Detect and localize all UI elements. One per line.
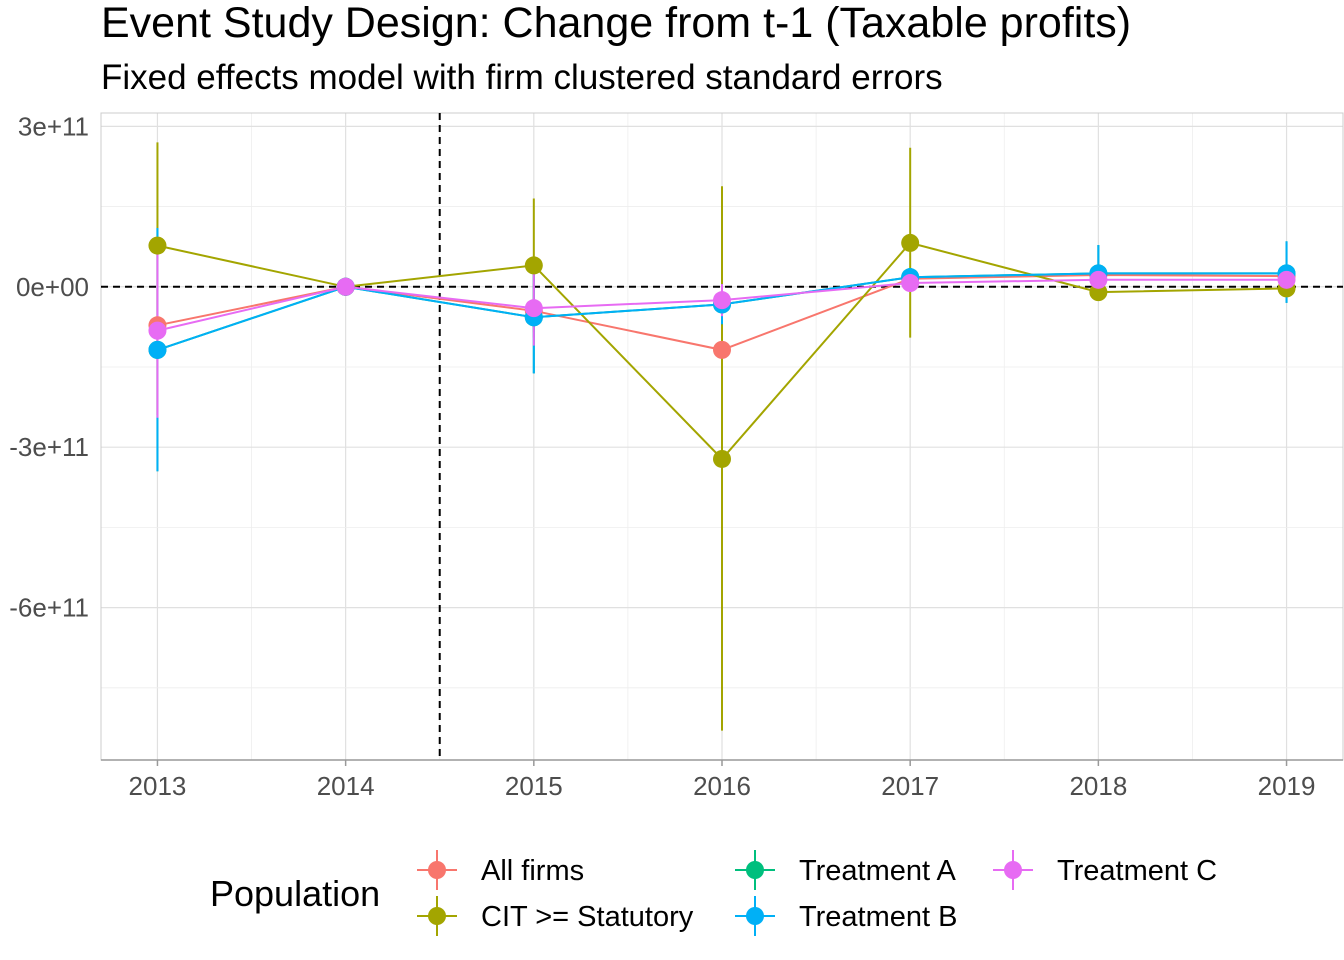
data-point-all-firms (713, 340, 731, 359)
data-point-cit-statutory (148, 236, 167, 255)
legend-key (993, 850, 1033, 890)
y-tick-label: 3e+11 (18, 111, 89, 141)
legend-key-point (746, 861, 764, 879)
y-tick-label: -6e+11 (9, 593, 89, 623)
series-points (148, 233, 1296, 468)
x-tick-label: 2015 (505, 771, 563, 801)
axes: 2013 2014 2015 2016 2017 2018 2019 3e+11 0e+00 -3… (9, 111, 1343, 801)
legend-label: Treatment C (1057, 855, 1217, 887)
x-tick-label: 2018 (1069, 771, 1127, 801)
legend-label: All firms (481, 855, 584, 887)
data-point-treatment-c (1089, 270, 1108, 289)
legend-key (735, 850, 775, 890)
legend-title: Population (210, 873, 380, 914)
legend-key (417, 896, 457, 936)
data-point-treatment-c (713, 291, 731, 310)
legend-label: Treatment B (799, 901, 957, 933)
legend-key (735, 896, 775, 936)
chart-title: Event Study Design: Change from t-1 (Tax… (101, 0, 1132, 47)
legend-key-point (428, 907, 446, 925)
data-point-cit-statutory (713, 449, 731, 468)
legend-key-point (746, 907, 764, 925)
legend-label: Treatment A (799, 855, 957, 887)
chart-subtitle: Fixed effects model with firm clustered … (101, 58, 943, 97)
y-tick-label: -3e+11 (9, 432, 89, 462)
legend-key (417, 850, 457, 890)
x-tick-label: 2013 (129, 771, 187, 801)
y-tick-label: 0e+00 (16, 272, 89, 302)
data-point-treatment-c (148, 321, 167, 340)
x-tick-label: 2016 (693, 771, 751, 801)
legend: Population All firms CIT >= Statutory Treat… (210, 850, 1217, 936)
data-point-treatment-b (148, 340, 167, 359)
data-point-cit-statutory (524, 256, 543, 275)
data-point-treatment-c (1277, 270, 1296, 289)
data-point-cit-statutory (1089, 283, 1108, 302)
confidence-intervals (156, 142, 1288, 731)
x-tick-label: 2014 (317, 771, 375, 801)
reference-lines (101, 113, 1343, 760)
data-point-treatment-c (901, 274, 920, 293)
data-point-cit-statutory (901, 233, 920, 252)
data-point-treatment-c (524, 299, 543, 318)
x-tick-label: 2019 (1258, 771, 1316, 801)
legend-key-point (1004, 861, 1022, 879)
data-point-treatment-c (336, 277, 355, 296)
x-tick-label: 2017 (881, 771, 939, 801)
legend-label: CIT >= Statutory (481, 901, 694, 933)
legend-key-point (428, 861, 446, 879)
